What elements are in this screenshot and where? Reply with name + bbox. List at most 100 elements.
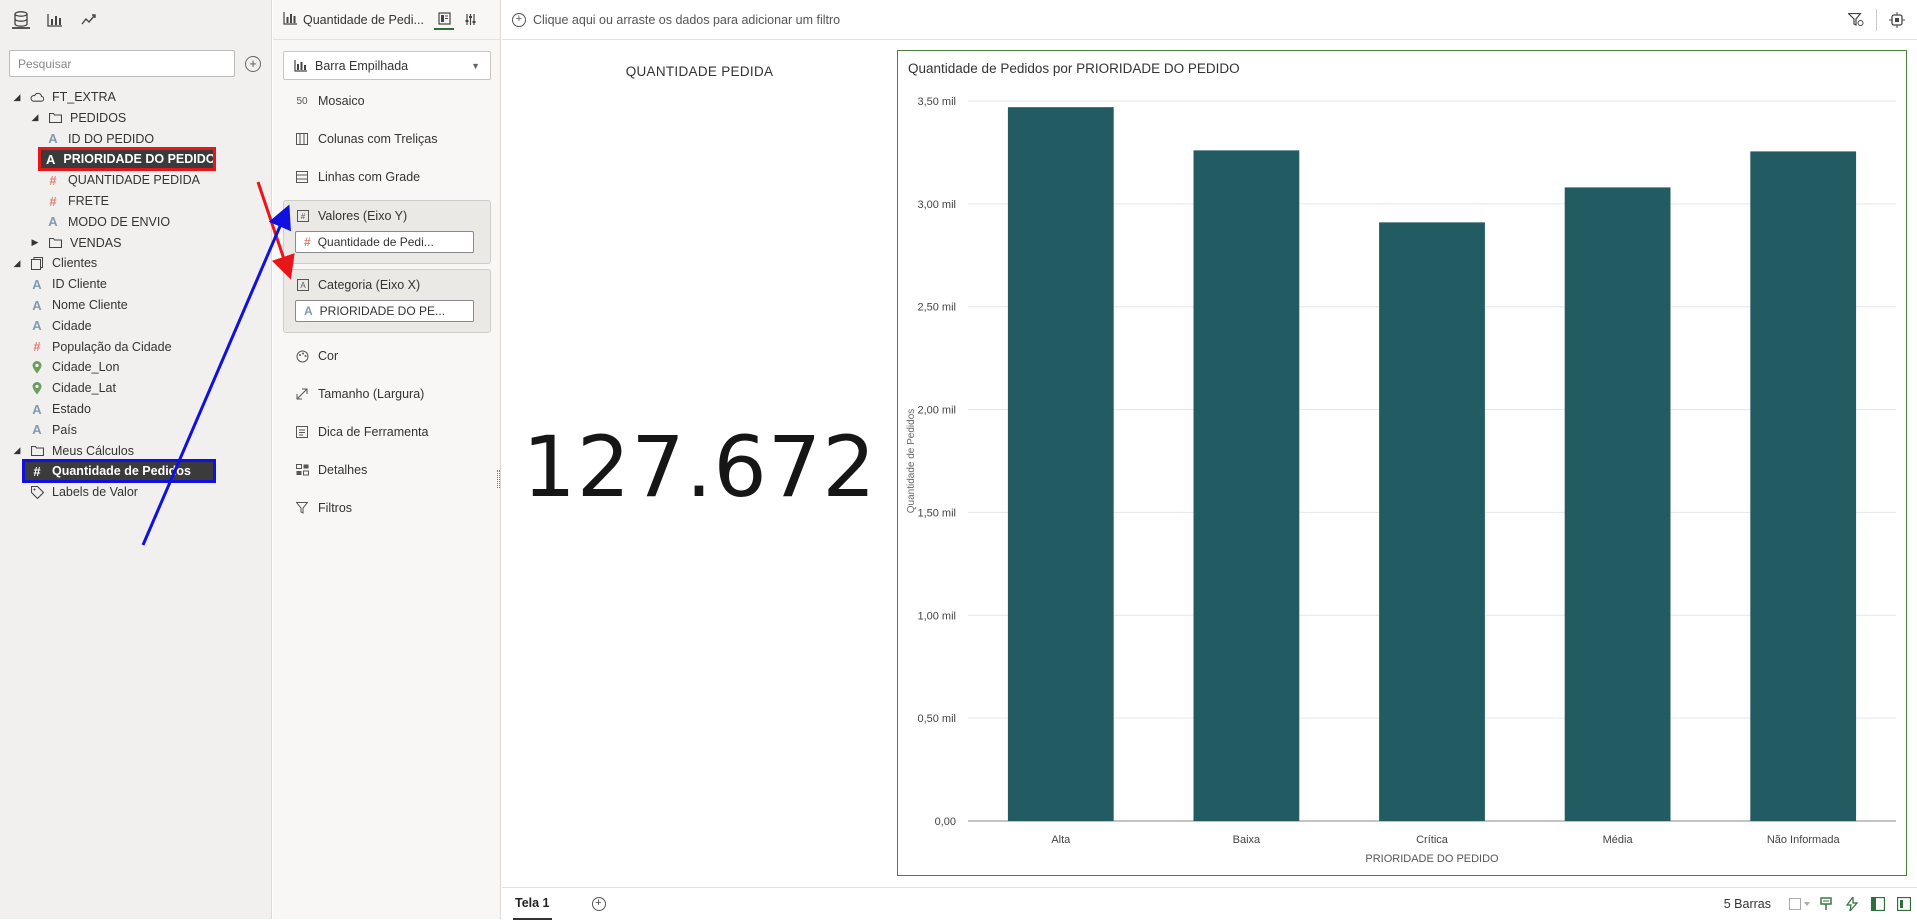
grid-rows-option[interactable]: Linhas com Grade [295,170,420,184]
tree-node[interactable]: A Nome Cliente [30,295,127,315]
size-label: Tamanho (Largura) [318,387,425,401]
measure-icon: # [49,172,57,188]
tree-node-label: ID Cliente [52,277,107,292]
properties-tab-icon[interactable] [460,10,480,30]
attribute-icon: A [32,276,42,292]
y-tick-label: 0,00 [935,816,956,828]
search-input[interactable] [9,50,235,77]
tree-node[interactable]: Labels de Valor [12,482,138,502]
cloud-icon [30,91,44,103]
tree-node[interactable]: A País [30,420,77,440]
kpi-title: QUANTIDADE PEDIDA [625,64,774,79]
canvas-tab-tela-1[interactable]: Tela 1 [513,888,552,920]
values-y-axis-drop-target[interactable]: # Valores (Eixo Y) # Quantidade de Pedi.… [283,200,491,264]
visualizations-tab-icon[interactable] [46,11,64,29]
data-tab-icon[interactable] [12,11,30,29]
bar[interactable] [1007,107,1114,821]
bar-chart-visualization[interactable]: Quantidade de Pedidos por PRIORIDADE DO … [897,50,1907,876]
bar[interactable] [1379,222,1485,821]
panel-resize-handle[interactable] [497,470,500,488]
tree-node[interactable]: # Quantidade de Pedidos [22,459,216,484]
attribute-icon: A [32,422,42,438]
tree-node[interactable]: ◢ Clientes [12,253,98,273]
tree-node-label: MODO DE ENVIO [68,214,171,229]
add-filter-icon[interactable]: + [512,12,526,27]
tooltip-icon [295,426,309,438]
filters-option[interactable]: Filtros [295,501,352,515]
collapse-triangle-icon[interactable]: ◢ [13,257,21,268]
bottom-bar: Tela 1 + 5 Barras [502,887,1917,920]
values-pill-label: Quantidade de Pedi... [317,235,434,249]
measure-icon: # [49,193,57,209]
layout-select-icon[interactable] [1787,888,1813,920]
filter-bar-actions [1836,0,1917,40]
tree-node[interactable]: # QUANTIDADE PEDIDA [46,170,200,190]
tree-node-label: FT_EXTRA [52,90,116,104]
filter-settings-icon[interactable] [1836,0,1876,40]
bar[interactable] [1564,187,1671,821]
tree-node-label: Cidade [52,318,92,333]
attribute-icon: A [32,401,42,417]
folder-icon [48,237,62,249]
tree-node[interactable]: Cidade_Lon [30,357,119,377]
tree-node[interactable]: A ID Cliente [30,274,107,294]
tree-node-label: Cidade_Lon [52,360,120,375]
analytics-tab-icon[interactable] [80,11,98,29]
trellis-columns-option[interactable]: Colunas com Treliças [295,132,438,146]
expand-triangle-icon[interactable]: ▶ [31,237,39,248]
tree-node-label: ID DO PEDIDO [68,131,155,146]
values-pill[interactable]: # Quantidade de Pedi... [295,231,474,253]
collapse-triangle-icon[interactable]: ◢ [13,445,21,456]
tree-node[interactable]: A ID DO PEDIDO [46,129,154,149]
tree-node[interactable]: A Cidade [30,316,92,336]
category-pill[interactable]: A PRIORIDADE DO PE... [295,300,474,322]
tree-node[interactable]: A PRIORIDADE DO PEDIDO [38,147,216,172]
toolbar-divider [1876,9,1877,31]
mosaic-label: Mosaico [318,94,365,108]
attribute-icon: A [48,131,58,147]
tree-node-label: Labels de Valor [52,485,138,500]
search-row: + [9,50,261,77]
chevron-down-icon: ▼ [471,60,480,71]
auto-apply-icon[interactable] [1877,0,1917,40]
size-option[interactable]: Tamanho (Largura) [295,387,424,401]
tree-node[interactable]: ▶ VENDAS [30,233,122,253]
grammar-tab-icon[interactable] [434,10,454,30]
size-icon [295,388,309,400]
map-pin-icon [30,381,44,395]
left-panel-toggle-icon[interactable] [1865,888,1891,920]
details-option[interactable]: Detalhes [295,463,367,477]
chart-type-select[interactable]: Barra Empilhada ▼ [283,51,491,80]
tree-node-label: Clientes [52,256,98,271]
tree-node[interactable]: ◢ PEDIDOS [30,108,127,128]
category-pill-label: PRIORIDADE DO PE... [319,304,446,318]
category-drop-header: A Categoria (Eixo X) [284,270,490,300]
color-option[interactable]: Cor [295,349,338,363]
bar[interactable] [1750,151,1857,821]
tooltip-option[interactable]: Dica de Ferramenta [295,425,428,439]
tree-node[interactable]: # FRETE [46,191,109,211]
lightning-icon[interactable] [1839,888,1865,920]
filter-bar[interactable]: + Clique aqui ou arraste os dados para a… [502,0,1917,40]
details-label: Detalhes [318,463,368,477]
x-tick-label: Crítica [1416,834,1449,846]
add-data-button[interactable]: + [245,55,261,72]
tree-node[interactable]: # População da Cidade [30,337,172,357]
right-panel-toggle-icon[interactable] [1891,888,1917,920]
tree-node[interactable]: A MODO DE ENVIO [46,212,170,232]
add-canvas-button[interactable]: + [591,896,606,911]
y-tick-label: 1,50 mil [917,507,956,519]
bar[interactable] [1193,150,1300,821]
tree-node[interactable]: Cidade_Lat [30,378,116,398]
category-x-axis-drop-target[interactable]: A Categoria (Eixo X) A PRIORIDADE DO PE.… [283,269,491,333]
tree-node[interactable]: A Estado [30,399,91,419]
filter-hint: Clique aqui ou arraste os dados para adi… [533,12,841,27]
collapse-triangle-icon[interactable]: ◢ [31,112,39,123]
tree-node[interactable]: ◢ Meus Cálculos [12,441,134,461]
mosaic-option[interactable]: 50 Mosaico [295,94,365,108]
tree-node-label: População da Cidade [52,339,172,354]
pin-icon[interactable] [1813,888,1839,920]
x-tick-label: Alta [1051,834,1071,846]
collapse-triangle-icon[interactable]: ◢ [13,91,21,102]
tree-node[interactable]: ◢ FT_EXTRA [12,87,116,107]
